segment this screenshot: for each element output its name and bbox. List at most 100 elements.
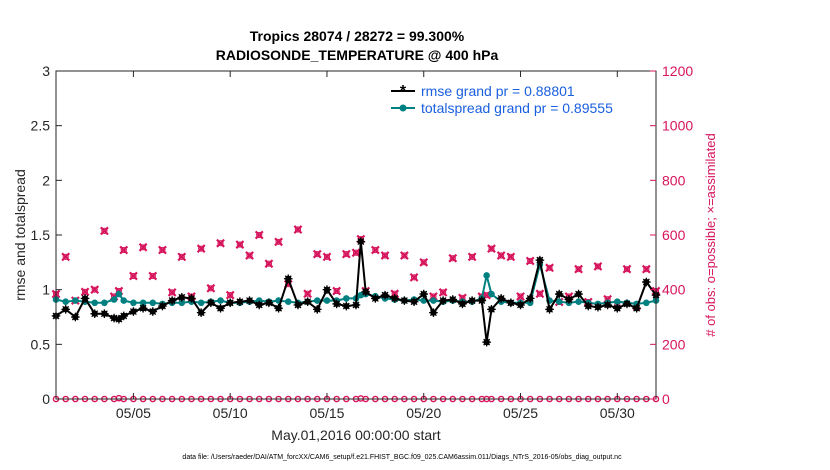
spread-point: [430, 297, 437, 304]
obs-possible-point: [623, 266, 631, 273]
obs-possible-point: [594, 263, 602, 270]
rmse-point: [642, 277, 651, 287]
obs-possible-point: [372, 246, 379, 254]
obs-assimilated-point: [225, 290, 235, 300]
obs-assimilated-stroke: [167, 288, 177, 297]
rmse-point-ray: [342, 302, 350, 310]
rmse-point: [293, 300, 303, 310]
rmse-point: [622, 299, 632, 309]
obs-assimilated-stroke: [535, 289, 545, 299]
rmse-point-ray: [623, 300, 631, 308]
rmse-point-ray: [468, 297, 476, 305]
rmse-point-ray: [642, 278, 650, 286]
x-tick-label: 05/20: [406, 405, 441, 421]
rmse-point-ray: [420, 290, 428, 298]
rmse-point-ray: [294, 301, 302, 309]
rmse-point: [225, 298, 235, 308]
rmse-point: [612, 303, 622, 313]
obs-possible-point: [217, 240, 224, 247]
obs-possible-point: [120, 246, 127, 254]
rmse-point: [438, 296, 448, 305]
obs-assimilated-stroke: [419, 257, 429, 267]
rmse-point-ray: [575, 290, 583, 298]
obs-possible-point: [527, 257, 534, 265]
obs-assimilated-point: [622, 264, 632, 274]
rmse-point-ray: [284, 275, 292, 283]
spread-point: [255, 297, 263, 304]
obs-assimilated-point: [322, 252, 332, 262]
obs-assimilated-point: [593, 262, 603, 271]
rmse-point: [61, 305, 70, 314]
y-axis-right-label: # of obs: o=possible; ×=assimilated: [703, 133, 718, 336]
y-tick-label: 0.5: [31, 336, 51, 352]
obs-assimilated-stroke: [322, 252, 332, 262]
y-right-tick-label: 0: [662, 391, 670, 407]
y-tick-label: 2: [42, 172, 50, 188]
rmse-point: [114, 314, 124, 324]
rmse-point: [177, 293, 187, 302]
obs-assimilated-stroke: [90, 285, 100, 295]
rmse-point: [487, 305, 496, 314]
rmse-point-ray: [357, 238, 365, 246]
obs-assimilated-stroke: [312, 249, 322, 259]
obs-assimilated-stroke: [641, 264, 651, 274]
obs-assimilated-stroke: [303, 289, 312, 299]
rmse-point-ray: [207, 299, 215, 307]
obs-assimilated-stroke: [80, 287, 90, 297]
rmse-point: [167, 296, 177, 305]
spread-point: [313, 297, 321, 304]
obs-assimilated-point: [351, 248, 361, 258]
y-tick-label: 2.5: [31, 118, 51, 134]
obs-assimilated-point: [100, 226, 109, 236]
obs-assimilated-stroke: [622, 264, 632, 274]
y-right-tick-label: 200: [662, 336, 686, 352]
obs-possible-point: [169, 289, 176, 296]
obs-possible-point: [227, 292, 234, 299]
rmse-point: [448, 295, 458, 304]
spread-point: [197, 299, 205, 307]
obs-assimilated-stroke: [370, 245, 380, 255]
obs-assimilated-stroke: [351, 248, 361, 258]
obs-possible-point: [517, 293, 524, 300]
obs-assimilated-stroke: [506, 252, 516, 262]
obs-assimilated-stroke: [196, 244, 206, 254]
spread-point: [613, 298, 621, 305]
obs-possible-point: [130, 272, 137, 280]
obs-possible-point: [439, 289, 447, 296]
spread-point: [488, 290, 495, 298]
rmse-point: [545, 305, 554, 314]
rmse-point: [332, 299, 341, 309]
rmse-point-ray: [275, 304, 283, 312]
rmse-point-ray: [217, 304, 224, 312]
rmse-point: [632, 303, 641, 313]
obs-possible-point: [275, 238, 282, 245]
rmse-point: [467, 296, 477, 305]
obs-assimilated-point: [487, 244, 496, 254]
rmse-point-ray: [429, 309, 437, 317]
obs-assimilated-stroke: [545, 263, 554, 273]
y-tick-label: 0: [42, 391, 50, 407]
obs-possible-point: [536, 290, 543, 297]
spread-point: [643, 299, 650, 307]
spread-point: [323, 297, 331, 304]
rmse-point: [90, 309, 100, 319]
rmse-point-ray: [91, 310, 99, 318]
obs-assimilated-point: [216, 238, 225, 248]
obs-possible-point: [381, 252, 389, 259]
obs-possible-point: [488, 245, 495, 252]
x-tick-label: 05/05: [116, 405, 151, 421]
obs-assimilated-stroke: [274, 237, 283, 247]
obs-assimilated-point: [274, 237, 283, 247]
obs-assimilated-stroke: [61, 252, 71, 262]
rmse-point-ray: [226, 299, 234, 307]
rmse-point: [583, 301, 593, 311]
obs-assimilated-stroke: [341, 249, 351, 259]
y-right-tick-label: 800: [662, 172, 686, 188]
obs-assimilated-stroke: [496, 251, 506, 260]
obs-possible-point: [498, 252, 505, 259]
obs-assimilated-point: [293, 225, 303, 234]
spread-point: [110, 296, 118, 303]
obs-possible-point: [207, 285, 214, 292]
obs-possible-point: [139, 244, 147, 251]
rmse-point-ray: [604, 301, 612, 309]
